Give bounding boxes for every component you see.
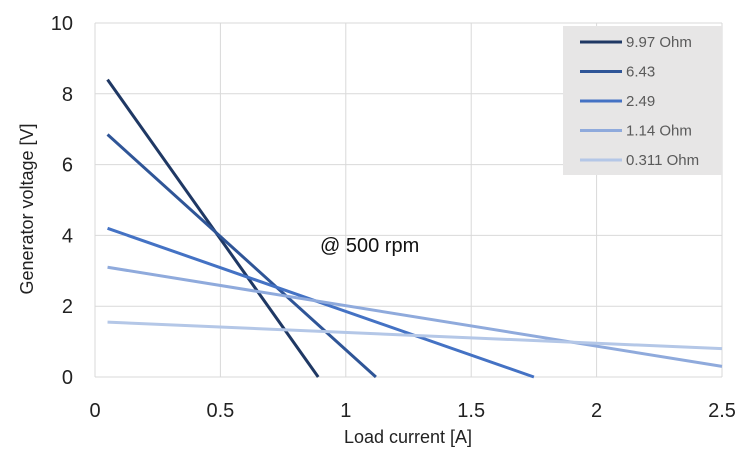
- x-tick-label: 1: [340, 400, 351, 422]
- y-tick-label: 4: [62, 225, 73, 247]
- y-tick-label: 10: [51, 13, 73, 35]
- y-tick-label: 2: [62, 296, 73, 318]
- series-line-1: [106, 133, 377, 379]
- x-tick-label: 1.5: [457, 400, 485, 422]
- legend-label: 1.14 Ohm: [626, 123, 692, 140]
- annotation-rpm: @ 500 rpm: [320, 235, 419, 257]
- x-tick-labels: 0 0.5 1 1.5 2 2.5: [89, 400, 735, 422]
- gridlines: [94, 22, 723, 378]
- series-line-3: [107, 265, 723, 368]
- y-tick-labels: 0 2 4 6 8 10: [51, 13, 73, 389]
- legend-label: 2.49: [626, 93, 655, 110]
- x-tick-label: 0: [89, 400, 100, 422]
- series-line-4: [107, 320, 723, 351]
- series-lines: [106, 78, 723, 379]
- legend: 9.97 Ohm 6.43 2.49 1.14 Ohm 0.311 Ohm: [563, 26, 722, 175]
- x-tick-label: 0.5: [206, 400, 234, 422]
- y-tick-label: 6: [62, 155, 73, 177]
- y-tick-label: 0: [62, 367, 73, 389]
- y-axis-title: Generator voltage [V]: [17, 123, 37, 294]
- legend-label: 9.97 Ohm: [626, 34, 692, 51]
- y-tick-label: 8: [62, 84, 73, 106]
- legend-label: 0.311 Ohm: [626, 152, 699, 169]
- legend-label: 6.43: [626, 64, 655, 81]
- x-tick-label: 2: [591, 400, 602, 422]
- x-tick-label: 2.5: [708, 400, 736, 422]
- x-axis-title: Load current [A]: [344, 427, 472, 447]
